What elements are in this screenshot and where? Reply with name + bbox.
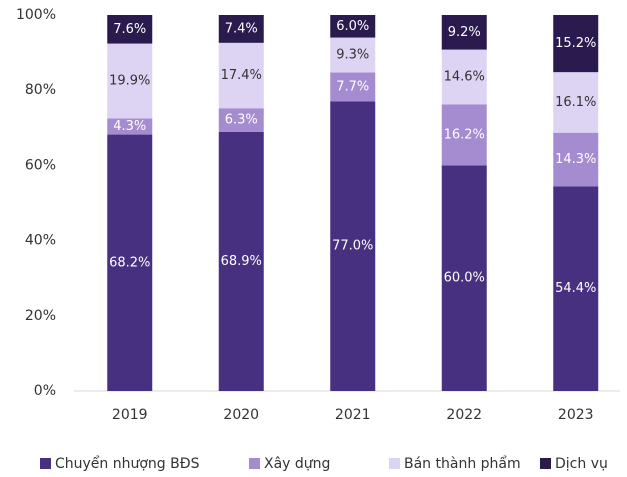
- bar-segment: [441, 15, 487, 50]
- x-tick-label: 2022: [446, 407, 482, 423]
- data-label: 60.0%: [444, 271, 485, 286]
- bar-segment: [330, 37, 376, 73]
- data-label: 7.4%: [225, 21, 258, 36]
- data-label: 17.4%: [221, 68, 262, 83]
- bar-segment: [441, 165, 487, 391]
- bar-segment: [218, 131, 264, 391]
- data-label: 4.3%: [113, 119, 146, 134]
- data-label: 14.3%: [555, 152, 596, 167]
- y-tick-label: 40%: [25, 233, 56, 249]
- legend-label: Xây dựng: [264, 456, 330, 472]
- bar-segment: [107, 43, 153, 119]
- data-label: 15.2%: [555, 36, 596, 51]
- y-tick-label: 60%: [25, 157, 56, 173]
- data-label: 14.6%: [444, 70, 485, 85]
- data-label: 6.3%: [225, 113, 258, 128]
- legend-swatch: [40, 458, 51, 469]
- data-label: 77.0%: [332, 239, 373, 254]
- x-tick-label: 2019: [112, 407, 148, 423]
- y-tick-label: 0%: [34, 383, 56, 399]
- x-tick-label: 2021: [335, 407, 371, 423]
- bar-segment: [553, 72, 599, 133]
- data-label: 7.7%: [336, 80, 369, 95]
- data-label: 6.0%: [336, 19, 369, 34]
- bar-segment: [441, 49, 487, 105]
- bar-segment: [107, 15, 153, 44]
- data-label: 68.9%: [221, 254, 262, 269]
- legend-swatch: [540, 458, 551, 469]
- data-label: 16.1%: [555, 95, 596, 110]
- data-label: 9.3%: [336, 48, 369, 63]
- y-tick-label: 80%: [25, 82, 56, 98]
- legend-label: Dịch vụ: [555, 456, 608, 472]
- bar-segment: [218, 42, 264, 109]
- data-label: 16.2%: [444, 127, 485, 142]
- data-label: 19.9%: [109, 73, 150, 88]
- data-label: 54.4%: [555, 281, 596, 296]
- y-tick-label: 100%: [16, 7, 56, 23]
- bar-segment: [330, 101, 376, 391]
- bar-segment: [218, 108, 264, 132]
- bar-segment: [553, 15, 599, 73]
- bar-segment: [330, 15, 376, 38]
- bar-segment: [107, 118, 153, 135]
- bar-segment: [441, 104, 487, 166]
- bar-segment: [553, 186, 599, 391]
- legend-swatch: [389, 458, 400, 469]
- data-label: 68.2%: [109, 255, 150, 270]
- legend-swatch: [249, 458, 260, 469]
- bar-segment: [107, 134, 153, 391]
- bar-segment: [330, 72, 376, 102]
- data-label: 7.6%: [113, 22, 146, 37]
- bar-segment: [553, 132, 599, 187]
- legend-label: Chuyển nhượng BĐS: [55, 455, 200, 472]
- y-tick-label: 20%: [25, 308, 56, 324]
- x-tick-label: 2023: [558, 407, 594, 423]
- x-tick-label: 2020: [223, 407, 259, 423]
- bar-segment: [218, 15, 264, 43]
- data-label: 9.2%: [448, 25, 481, 40]
- legend-label: Bán thành phẩm: [404, 455, 521, 472]
